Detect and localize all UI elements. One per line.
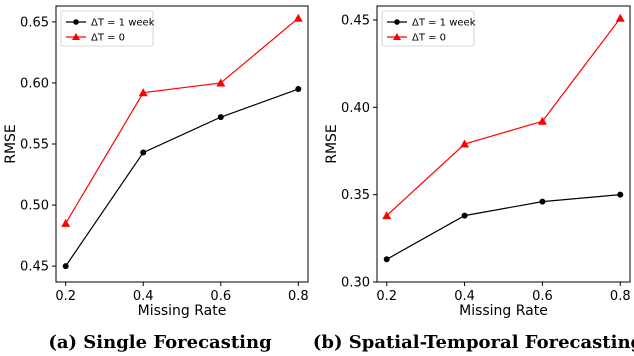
x-tick-label: 0.8 (288, 289, 309, 304)
plot-frame (376, 5, 631, 283)
panel-caption: (a) Single Forecasting (48, 332, 272, 353)
x-tick-label: 0.6 (532, 289, 553, 304)
y-tick-label: 0.40 (341, 101, 370, 116)
x-axis-label: Missing Rate (138, 303, 227, 319)
y-tick-label: 0.45 (20, 260, 49, 275)
series-1 (383, 191, 624, 263)
plot-frame (55, 5, 309, 283)
legend-marker (73, 19, 79, 25)
legend-marker (393, 33, 401, 40)
y-tick-label: 0.35 (341, 188, 370, 203)
series-line (65, 17, 299, 224)
y-tick-label: 0.55 (20, 138, 49, 153)
data-point (295, 86, 302, 93)
y-tick-label: 0.30 (341, 276, 370, 291)
legend: ΔT = 1 week ΔT = 0 (381, 10, 476, 47)
series-2 (382, 13, 625, 220)
data-point (383, 256, 390, 263)
series-line (386, 194, 621, 260)
y-tick-label: 0.60 (20, 76, 49, 91)
data-point (138, 88, 148, 97)
legend-label: ΔT = 0 (412, 33, 446, 44)
data-point (382, 211, 392, 220)
x-tick-label: 0.2 (376, 289, 397, 304)
x-tick-label: 0.2 (55, 289, 76, 304)
data-point (617, 191, 624, 198)
data-point (61, 218, 71, 227)
data-point (217, 114, 224, 121)
y-axis-label: RMSE (324, 124, 340, 164)
legend-label: ΔT = 1 week (91, 18, 155, 29)
series-2 (61, 13, 303, 227)
legend: ΔT = 1 week ΔT = 0 (60, 10, 155, 47)
y-tick-label: 0.50 (20, 199, 49, 214)
y-axis-label: RMSE (3, 124, 19, 164)
y-tick-label: 0.65 (20, 15, 49, 30)
legend-label: ΔT = 0 (91, 33, 125, 44)
legend-label: ΔT = 1 week (412, 18, 476, 29)
data-point (216, 78, 226, 87)
legend-marker (394, 19, 400, 25)
x-tick-label: 0.4 (454, 289, 475, 304)
data-point (62, 263, 69, 270)
data-point (461, 212, 468, 219)
series-line (386, 17, 621, 217)
x-tick-label: 0.8 (610, 289, 631, 304)
x-axis-label: Missing Rate (459, 303, 548, 319)
series-line (65, 88, 299, 267)
data-point (539, 198, 546, 205)
y-tick-label: 0.45 (341, 13, 370, 28)
data-point (460, 139, 470, 148)
legend-marker (72, 33, 80, 40)
x-tick-label: 0.4 (133, 289, 154, 304)
data-point (615, 13, 625, 22)
chart-panel-2: 0.2 0.4 0.6 0.8 0.30 0.35 0.40 0.45 Missing Rate… (313, 5, 634, 353)
data-point (537, 116, 547, 125)
chart-panel-1: 0.2 0.4 0.6 0.8 0.45 0.50 0.55 0.60 0.65 Missing … (3, 5, 309, 353)
data-point (293, 13, 303, 22)
series-1 (62, 86, 302, 270)
panel-caption: (b) Spatial-Temporal Forecasting (313, 332, 634, 353)
x-tick-label: 0.6 (210, 289, 231, 304)
data-point (140, 149, 147, 156)
